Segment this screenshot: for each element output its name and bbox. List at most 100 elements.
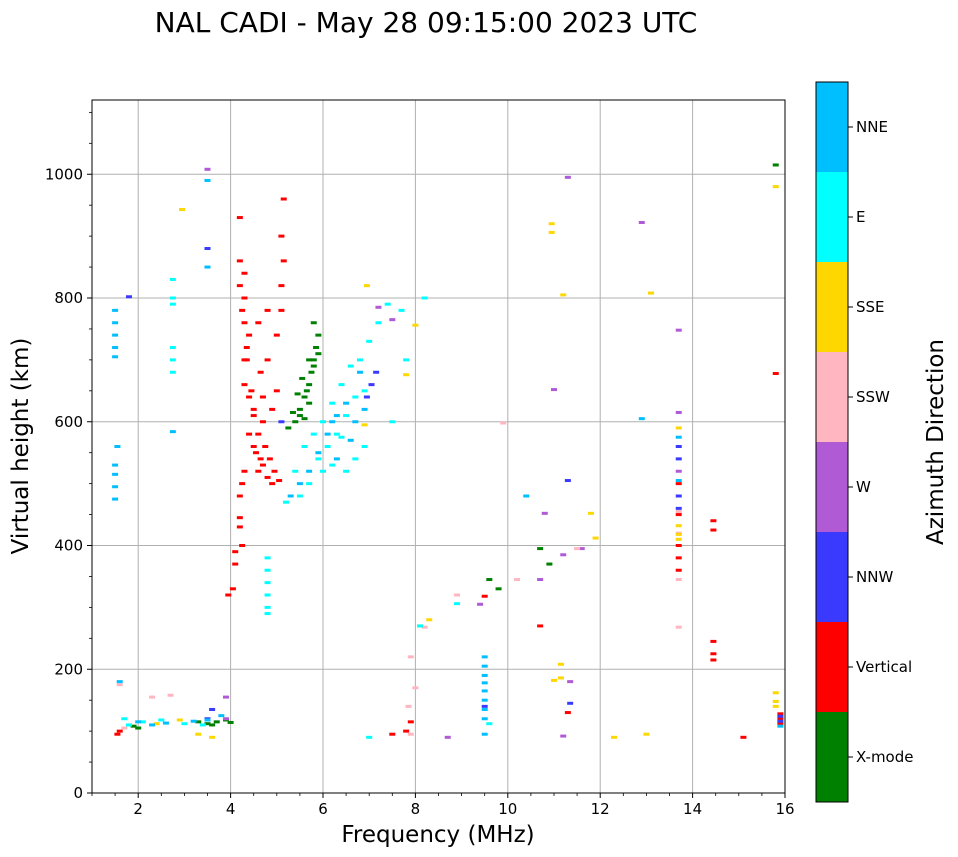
data-point-nne [675, 435, 682, 439]
data-point-nne [333, 457, 340, 461]
colorbar-segment [816, 82, 848, 172]
data-point-e [310, 432, 317, 436]
data-point-vertical [236, 525, 243, 529]
x-tick-label: 14 [683, 800, 702, 818]
colorbar-segment [816, 712, 848, 802]
data-point-nnw [675, 445, 682, 448]
data-point-e [486, 722, 493, 726]
x-tick-label: 12 [591, 800, 610, 818]
data-point-nne [352, 420, 359, 424]
data-point-nne [356, 370, 363, 374]
data-point-vertical [710, 639, 717, 643]
y-tick-label: 1000 [45, 165, 83, 183]
data-point-vertical [225, 593, 232, 597]
data-point-ssw [675, 509, 682, 513]
data-point-sse [557, 676, 564, 680]
data-point-nne [324, 432, 331, 436]
data-point-e [125, 723, 132, 727]
data-point-vertical [278, 284, 285, 288]
data-point-e [264, 612, 271, 616]
data-point-vertical [241, 271, 248, 275]
y-tick-label: 800 [54, 289, 83, 307]
data-point-vertical [278, 308, 285, 312]
data-point-vertical [257, 370, 264, 374]
y-tick-label: 0 [73, 784, 83, 802]
data-point-ssw [116, 683, 123, 687]
data-point-e [158, 718, 165, 722]
data-point-nne [481, 673, 488, 677]
data-point-vertical [236, 516, 243, 520]
data-point-vertical [255, 432, 262, 436]
data-point-sse [361, 423, 368, 427]
colorbar-segment [816, 352, 848, 442]
data-point-e [169, 296, 176, 300]
data-point-nnw [777, 719, 784, 723]
data-point-vertical [250, 407, 257, 411]
data-point-nne [296, 482, 303, 486]
data-point-ssw [167, 693, 174, 697]
data-point-e [366, 735, 373, 739]
data-point-ssw [574, 547, 581, 551]
data-point-nne [306, 469, 313, 473]
data-point-sse [648, 291, 655, 295]
data-point-nnw [209, 707, 216, 711]
data-point-nne [112, 497, 119, 501]
chart-title: NAL CADI - May 28 09:15:00 2023 UTC [155, 6, 698, 39]
data-point-e [169, 358, 176, 362]
data-point-ssw [500, 421, 507, 425]
data-point-x-mode [289, 410, 296, 414]
data-point-vertical [278, 234, 285, 238]
data-point-nne [112, 321, 119, 325]
data-point-nne [481, 698, 488, 702]
data-point-vertical [250, 445, 257, 448]
data-point-e [292, 469, 299, 473]
data-point-w [675, 328, 682, 332]
data-point-vertical [537, 624, 544, 628]
data-point-x-mode [310, 321, 317, 325]
x-tick-label: 8 [411, 800, 421, 818]
data-point-vertical [280, 259, 287, 263]
data-point-vertical [239, 482, 246, 486]
data-point-vertical [407, 720, 414, 724]
data-point-vertical [232, 562, 239, 566]
data-point-vertical [236, 259, 243, 263]
data-point-w [560, 734, 567, 738]
data-point-x-mode [306, 383, 313, 387]
data-point-nne [638, 417, 645, 421]
data-point-vertical [772, 371, 779, 375]
data-point-ssw [407, 655, 414, 659]
data-point-nne [315, 451, 322, 455]
data-point-vertical [236, 216, 243, 220]
data-point-vertical [262, 445, 269, 448]
data-point-w [389, 318, 396, 322]
data-point-e [453, 602, 460, 606]
y-tick-label: 400 [54, 537, 83, 555]
data-point-e [169, 302, 176, 306]
data-point-nnw [777, 714, 784, 718]
data-point-ssw [149, 695, 156, 699]
data-point-nne [112, 472, 119, 476]
data-point-x-mode [315, 333, 322, 337]
grid-lines [92, 100, 785, 793]
data-point-vertical [675, 544, 682, 547]
colorbar-tick-label: W [856, 478, 871, 496]
data-point-vertical [114, 732, 121, 736]
data-point-nne [190, 719, 197, 723]
data-point-w [560, 553, 567, 557]
data-point-ssw [412, 686, 419, 690]
data-point-e [384, 302, 391, 306]
data-point-ssw [514, 578, 521, 582]
data-point-sse [179, 208, 186, 212]
data-point-vertical [243, 358, 250, 362]
data-point-x-mode [301, 417, 308, 421]
x-tick-label: 6 [318, 800, 328, 818]
data-point-vertical [246, 333, 253, 337]
data-point-nne [481, 689, 488, 693]
data-point-nne [149, 723, 156, 727]
data-point-nne [481, 655, 488, 659]
x-tick-label: 4 [226, 800, 236, 818]
data-point-sse [675, 532, 682, 536]
data-point-nne [675, 479, 682, 483]
colorbar-tick-label: NNE [856, 118, 888, 136]
data-point-e [361, 389, 368, 393]
